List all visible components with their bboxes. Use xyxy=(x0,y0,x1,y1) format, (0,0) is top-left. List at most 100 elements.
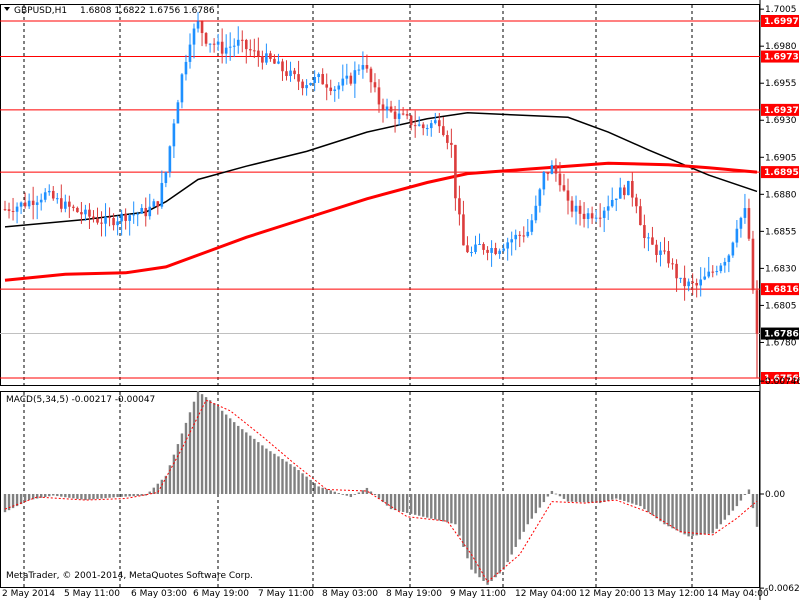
macd-bar xyxy=(550,490,554,494)
candle-body xyxy=(15,206,19,212)
macd-bar xyxy=(11,494,15,509)
candle-body xyxy=(297,74,300,82)
time-tick-label: 6 May 19:00 xyxy=(193,589,249,599)
candle-body xyxy=(393,111,397,119)
macd-bar xyxy=(337,493,340,494)
macd-bar xyxy=(570,494,574,502)
moving-averages xyxy=(4,112,758,282)
macd-bar xyxy=(490,494,493,582)
candle-body xyxy=(269,53,272,59)
macd-bar xyxy=(140,494,143,496)
candle-body xyxy=(627,181,630,196)
macd-bar xyxy=(188,412,192,494)
candle-body xyxy=(253,50,256,52)
macd-bar xyxy=(373,494,377,496)
macd-bar xyxy=(450,494,453,524)
macd-bar xyxy=(707,494,710,534)
macd-bar xyxy=(639,494,642,507)
macd-bar xyxy=(176,444,180,494)
macd-bar xyxy=(353,494,357,495)
candle-body xyxy=(699,279,702,286)
candle-body xyxy=(534,205,538,221)
price-tick-label: 1.6780 xyxy=(765,338,797,348)
candle-body xyxy=(35,202,39,205)
candle-body xyxy=(236,39,240,46)
candle-body xyxy=(31,200,35,205)
candle-body xyxy=(249,49,252,51)
horizontal-levels[interactable]: 1.6997 1.6973 1.6937 1.6895 1.6816 1.6756 1.67… xyxy=(0,15,799,384)
macd-bar xyxy=(325,489,328,494)
level-tag xyxy=(761,166,799,179)
candle-body xyxy=(216,41,220,45)
candle-body xyxy=(289,70,292,77)
price-tick-label: 1.7005 xyxy=(765,5,797,15)
macd-bar xyxy=(683,494,686,535)
macd-bar xyxy=(257,442,260,494)
candle-body xyxy=(55,198,59,200)
candle-body xyxy=(438,120,441,127)
candle-body xyxy=(651,237,654,245)
time-tick-label: 5 May 11:00 xyxy=(64,589,120,599)
candle-body xyxy=(695,283,698,286)
candle-body xyxy=(244,40,248,50)
candle-body xyxy=(731,242,735,256)
candle-body xyxy=(474,244,477,253)
macd-bar xyxy=(60,494,63,497)
macd-bar xyxy=(212,403,216,494)
candle-body xyxy=(64,201,67,209)
candle-body xyxy=(409,115,413,126)
macd-signal-line xyxy=(4,399,758,583)
chart-menu-icon[interactable] xyxy=(4,7,10,11)
macd-bar xyxy=(293,466,296,494)
price-tick-label: 1.6955 xyxy=(765,79,797,89)
macd-bar xyxy=(611,494,614,500)
candle-body xyxy=(478,244,481,246)
macd-bar xyxy=(120,494,123,497)
candle-body xyxy=(200,21,204,34)
candle-body xyxy=(574,205,578,212)
candle-body xyxy=(727,255,731,262)
candle-body xyxy=(522,235,526,237)
macd-bar xyxy=(631,494,634,504)
candle-body xyxy=(679,277,682,279)
time-tick-label: 2 May 2014 xyxy=(2,589,55,599)
macd-bar xyxy=(19,494,23,505)
macd-bar xyxy=(602,494,606,502)
candle-body xyxy=(454,144,457,199)
candle-body xyxy=(313,77,316,84)
macd-bar xyxy=(542,494,546,503)
macd-bar xyxy=(313,483,316,494)
macd-bar xyxy=(385,494,389,506)
macd-bar xyxy=(297,470,300,494)
candle-body xyxy=(92,216,95,219)
candle-body xyxy=(349,75,353,84)
macd-bar xyxy=(675,494,678,531)
macd-bar xyxy=(15,494,19,507)
macd-bar xyxy=(68,494,71,498)
macd-bar xyxy=(747,489,751,494)
macd-bar xyxy=(458,494,461,536)
candle-body xyxy=(281,61,284,72)
candle-body xyxy=(132,214,135,216)
candle-body xyxy=(751,238,755,291)
candle-body xyxy=(43,192,47,200)
candle-body xyxy=(602,210,606,218)
macd-bar xyxy=(381,494,385,503)
candle-body xyxy=(610,199,614,207)
candle-body xyxy=(7,209,11,211)
macd-bar xyxy=(494,494,497,578)
macd-bar xyxy=(104,494,107,499)
candle-body xyxy=(228,46,232,48)
candle-body xyxy=(421,124,425,129)
macd-bar xyxy=(128,494,131,497)
candle-body xyxy=(643,225,646,238)
candle-body xyxy=(232,45,236,47)
candle-body xyxy=(345,75,349,79)
macd-bar xyxy=(405,494,409,513)
macd-bar xyxy=(735,494,739,507)
macd-tick-label: 0.00746 xyxy=(765,377,800,387)
macd-bar xyxy=(522,494,525,532)
macd-bar xyxy=(434,494,437,520)
macd-bar xyxy=(586,494,590,503)
